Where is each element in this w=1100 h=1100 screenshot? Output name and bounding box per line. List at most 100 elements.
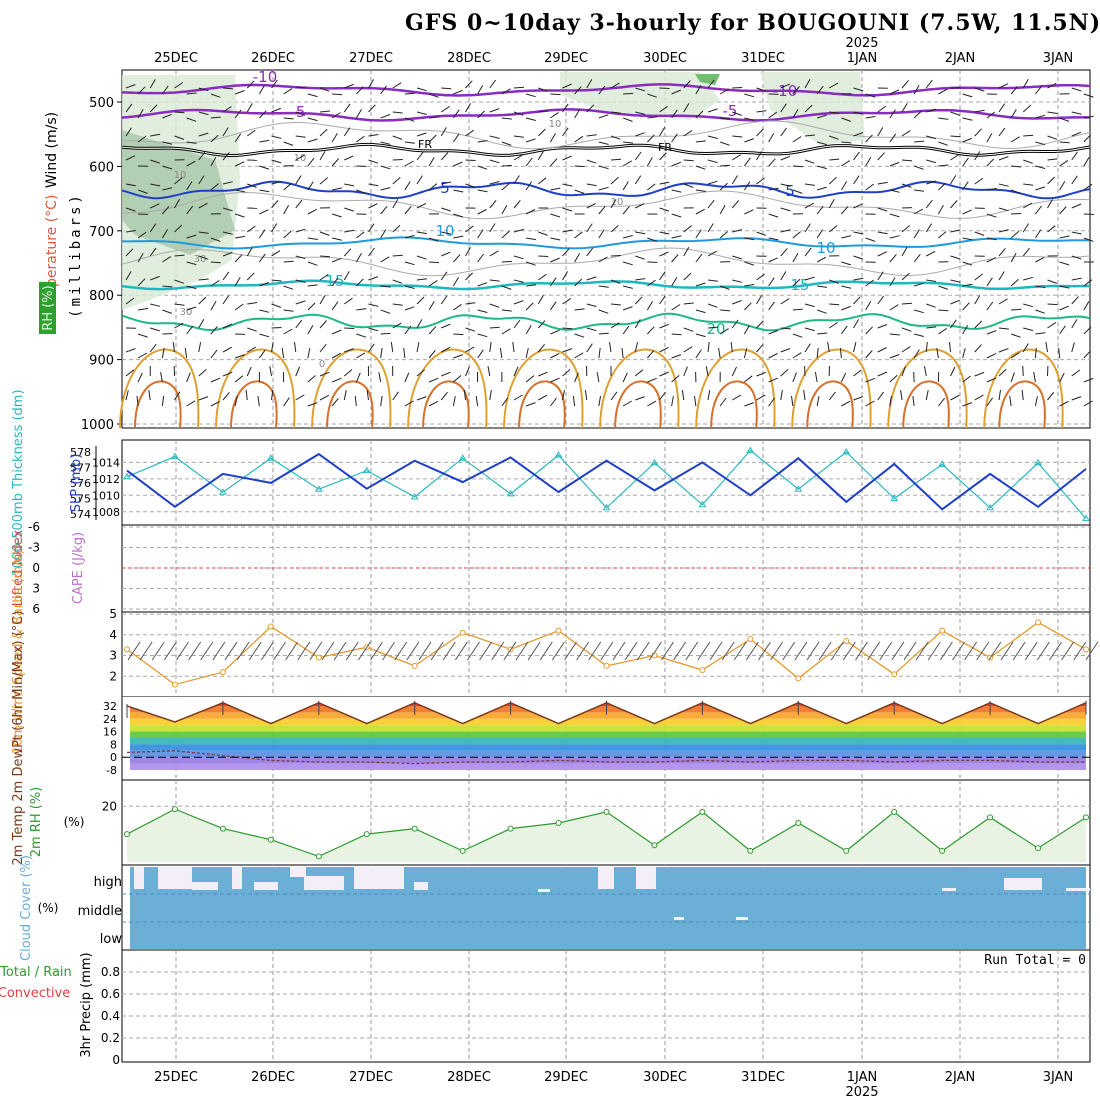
isotherm-label: 5 <box>785 182 795 200</box>
wind-barb <box>915 641 929 661</box>
upper-wind-barb <box>865 93 876 98</box>
upper-wind-barb <box>647 134 655 143</box>
temp-tick-label: 16 <box>103 726 117 739</box>
upper-wind-barb <box>525 138 536 143</box>
li-tick-label: -6 <box>28 520 40 534</box>
upper-wind-barb <box>974 273 984 281</box>
upper-wind-barb <box>319 177 329 185</box>
upper-wind-barb <box>877 127 884 137</box>
upper-wind-barb <box>295 300 306 305</box>
upper-wind-barb <box>356 135 365 143</box>
upper-wind-barb <box>562 297 572 305</box>
thickness-point <box>602 503 611 511</box>
cloud-gap <box>538 889 550 892</box>
temp-tick-label: 8 <box>110 738 117 751</box>
upper-wind-barb <box>756 128 764 137</box>
wind-barb <box>818 641 832 661</box>
upper-wind-barb <box>234 109 242 119</box>
upper-wind-barb <box>610 279 621 284</box>
upper-wind-barb <box>683 103 690 113</box>
upper-wind-barb <box>950 175 957 185</box>
upper-wind-barb <box>1022 223 1030 233</box>
upper-wind-barb <box>574 308 585 311</box>
upper-wind-barb <box>584 390 588 401</box>
li-axis-label: Lifted Index <box>11 529 26 606</box>
upper-wind-barb <box>731 319 739 329</box>
upper-wind-barb <box>926 108 936 113</box>
wind-barb <box>442 641 456 661</box>
upper-wind-barb <box>621 348 624 359</box>
wind-barb <box>297 641 311 661</box>
upper-wind-barb <box>125 155 136 161</box>
upper-wind-barb <box>768 237 779 241</box>
upper-wind-barb <box>695 253 703 263</box>
upper-wind-barb <box>368 223 375 233</box>
upper-wind-barb <box>1083 377 1094 383</box>
cloud-gap <box>414 882 428 890</box>
rh-contour-label: 10 <box>611 197 624 208</box>
upper-wind-barb <box>137 109 144 119</box>
upper-wind-barb <box>839 348 842 359</box>
upper-wind-barb <box>356 231 365 239</box>
upper-wind-barb <box>271 135 282 139</box>
rh-shading-dark <box>122 130 235 255</box>
upper-wind-barb <box>1035 285 1046 289</box>
wind-barb <box>576 641 590 661</box>
upper-wind-barb <box>489 135 500 139</box>
upper-wind-barb <box>125 348 136 353</box>
upper-wind-barb <box>950 154 960 161</box>
upper-wind-barb <box>137 189 148 194</box>
upper-wind-barb <box>162 141 173 145</box>
wind-speed-point <box>171 681 178 688</box>
upper-wind-barb <box>452 277 459 287</box>
upper-wind-barb <box>804 159 815 164</box>
upper-wind-barb <box>390 342 394 353</box>
upper-wind-barb <box>355 109 362 119</box>
thickness-point <box>123 472 131 480</box>
upper-wind-barb <box>707 326 719 329</box>
upper-wind-barb <box>271 279 282 282</box>
cloud-gap <box>736 917 748 920</box>
upper-wind-barb <box>986 377 997 383</box>
upper-wind-barb <box>804 303 815 308</box>
low-level-contour <box>407 348 488 429</box>
upper-wind-barb <box>841 160 851 167</box>
upper-wind-barb <box>475 396 479 407</box>
wind-barb <box>382 641 396 661</box>
wind-barb <box>782 641 796 661</box>
upper-wind-barb <box>150 183 161 187</box>
upper-wind-barb <box>950 229 961 233</box>
upper-wind-barb <box>853 319 860 329</box>
wind-axis-label: Wind (m/s) <box>44 112 60 188</box>
upper-wind-barb <box>828 225 838 233</box>
upper-wind-barb <box>659 323 669 329</box>
thickness-tick-label: 577 <box>70 462 91 475</box>
upper-wind-barb <box>829 135 839 140</box>
upper-wind-barb <box>331 213 342 218</box>
upper-wind-barb <box>719 141 730 146</box>
upper-wind-barb <box>404 141 415 144</box>
rh-point <box>267 836 274 843</box>
upper-wind-barb <box>634 296 643 305</box>
wind-barb <box>200 641 214 661</box>
upper-wind-barb <box>938 309 949 312</box>
precip-tick-label: 0 <box>112 1053 120 1067</box>
rh-shading-wet <box>695 74 720 85</box>
upper-wind-barb <box>1071 151 1078 161</box>
upper-wind-barb <box>936 348 939 359</box>
wind-barb <box>321 641 335 661</box>
wind-barb <box>1012 641 1026 661</box>
upper-wind-barb <box>647 279 656 287</box>
upper-wind-barb <box>574 278 583 287</box>
rh-point <box>507 825 514 832</box>
upper-wind-barb <box>865 350 873 359</box>
cloud-level-label: high <box>94 875 122 890</box>
upper-wind-barb <box>525 209 536 215</box>
wind-barb <box>964 641 978 661</box>
upper-wind-barb <box>780 155 791 161</box>
wind-barb <box>988 641 1002 661</box>
upper-wind-barb <box>307 181 314 191</box>
upper-wind-barb <box>489 159 500 164</box>
upper-wind-barb <box>416 87 427 92</box>
upper-wind-barb <box>865 183 874 191</box>
